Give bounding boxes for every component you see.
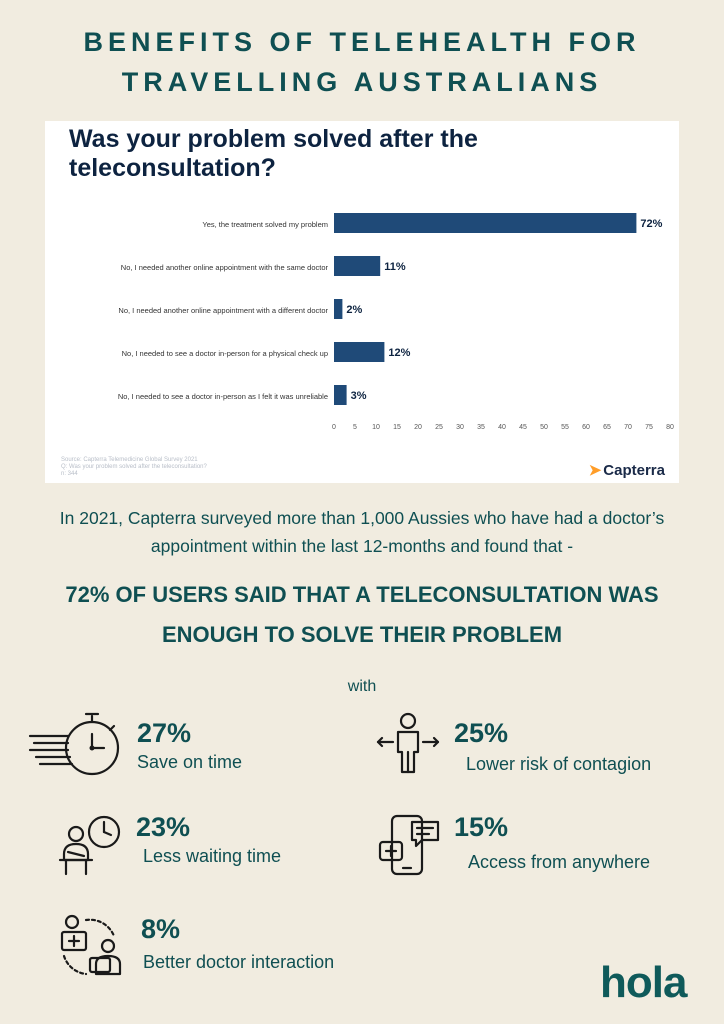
page-title-line2: TRAVELLING AUSTRALIANS — [121, 67, 603, 97]
x-tick-label: 0 — [332, 424, 336, 431]
page-title: BENEFITS OF TELEHEALTH FOR TRAVELLING AU… — [0, 22, 724, 102]
category-label: No, I needed another online appointment … — [118, 306, 328, 315]
stopwatch-icon — [28, 712, 120, 776]
x-tick-label: 60 — [582, 424, 590, 431]
chart-card: Was your problem solved after the teleco… — [45, 121, 679, 483]
waiting-clock-icon — [58, 815, 121, 876]
stat-label: Better doctor interaction — [143, 952, 335, 972]
stat-percent: 8% — [141, 914, 181, 944]
value-label: 3% — [351, 390, 367, 402]
x-tick-label: 55 — [561, 424, 569, 431]
phone-chat-icon — [378, 814, 440, 876]
stat-label: Less waiting time — [143, 846, 282, 866]
x-tick-label: 20 — [414, 424, 422, 431]
headline: 72% of users said that a teleconsultatio… — [20, 575, 704, 655]
stat-label: Access from anywhere — [468, 852, 651, 872]
bar — [334, 342, 385, 362]
headline-line2: enough to solve their problem — [161, 622, 563, 647]
value-label: 11% — [384, 261, 406, 273]
chart-source-line: Source: Capterra Telemedicine Global Sur… — [61, 457, 198, 463]
x-tick-label: 50 — [540, 424, 548, 431]
bar — [334, 256, 381, 276]
bar-chart: Yes, the treatment solved my problem 72% N… — [118, 213, 674, 431]
x-tick-label: 10 — [372, 424, 380, 431]
category-label: No, I needed another online appointment … — [121, 263, 329, 272]
stat-label: Lower risk of contagion — [466, 754, 652, 774]
distancing-person-icon — [376, 712, 440, 774]
chart-source: Source: Capterra Telemedicine Global Sur… — [61, 457, 207, 478]
x-tick-label: 65 — [603, 424, 611, 431]
stat-percent: 25% — [454, 718, 509, 748]
category-label: Yes, the treatment solved my problem — [202, 220, 328, 229]
intro-text: In 2021, Capterra surveyed more than 1,0… — [59, 508, 665, 556]
bar — [334, 299, 343, 319]
category-label: No, I needed to see a doctor in-person f… — [122, 349, 328, 358]
x-tick-label: 35 — [477, 424, 485, 431]
chart-source-line: n: 344 — [61, 471, 78, 477]
x-tick-label: 15 — [393, 424, 401, 431]
stat-label: Save on time — [137, 752, 243, 772]
x-tick-label: 75 — [645, 424, 653, 431]
x-tick-label: 45 — [519, 424, 527, 431]
x-tick-label: 40 — [498, 424, 506, 431]
x-tick-label: 25 — [435, 424, 443, 431]
bar — [334, 385, 347, 405]
stat-percent: 27% — [137, 718, 192, 748]
chart-source-line: Q: Was your problem solved after the tel… — [61, 464, 207, 470]
stat-percent: 23% — [136, 812, 191, 842]
value-label: 72% — [640, 218, 662, 230]
x-tick-label: 30 — [456, 424, 464, 431]
capterra-logo: ➤ Capterra — [589, 461, 665, 479]
capterra-arrow-icon: ➤ — [588, 462, 602, 479]
stat-percent: 15% — [454, 812, 509, 842]
headline-line1: 72% of users said that a teleconsultatio… — [65, 582, 659, 607]
with-text: with — [347, 678, 377, 695]
value-label: 2% — [346, 304, 362, 316]
page-title-line1: BENEFITS OF TELEHEALTH FOR — [83, 27, 641, 57]
bar — [334, 213, 637, 233]
chart-title: Was your problem solved after the teleco… — [69, 125, 478, 182]
x-tick-label: 5 — [353, 424, 357, 431]
capterra-brand: Capterra — [603, 462, 665, 479]
category-label: No, I needed to see a doctor in-person a… — [118, 392, 328, 401]
x-tick-label: 70 — [624, 424, 632, 431]
value-label: 12% — [388, 347, 410, 359]
doctor-patient-icon — [60, 914, 122, 976]
x-tick-label: 80 — [666, 424, 674, 431]
hola-logo: hola — [600, 958, 687, 1007]
